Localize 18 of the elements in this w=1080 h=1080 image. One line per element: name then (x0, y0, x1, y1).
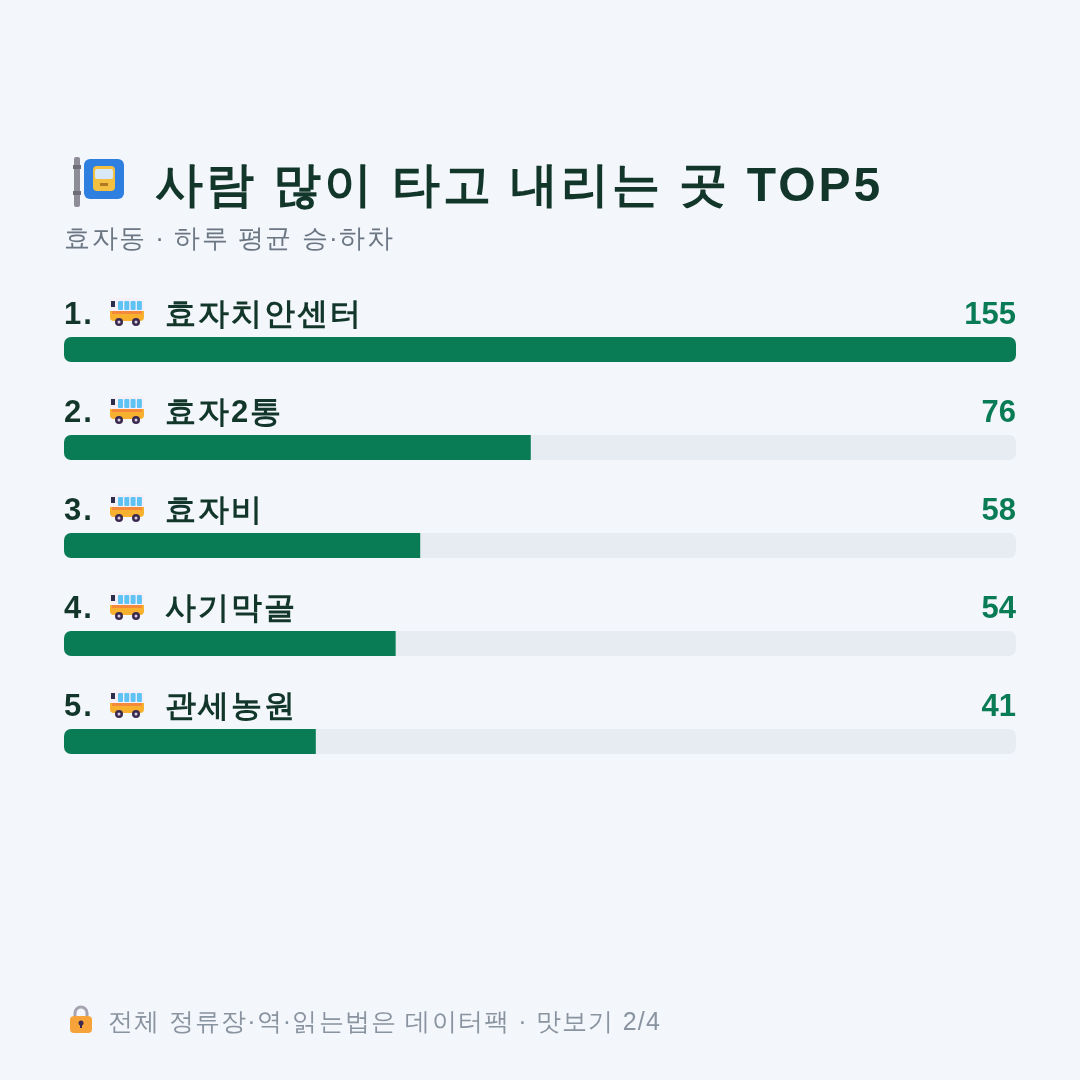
value-label: 58 (981, 492, 1016, 527)
category-label: 3. (64, 492, 94, 527)
value-label: 41 (981, 688, 1016, 723)
category-label: 2. (64, 394, 94, 429)
title: 사람 많이 타고 내리는 곳 TOP5 (155, 158, 884, 211)
annotation: 전체 정류장·역·읽는법은 데이터팩 · 맛보기 2/4 (108, 1007, 662, 1035)
subtitle: 효자동 · 하루 평균 승·하차 (64, 223, 395, 253)
value-label: 76 (981, 394, 1016, 429)
category-label: 관세농원 (165, 688, 297, 723)
category-label: 5. (64, 688, 94, 723)
value-label: 54 (981, 590, 1016, 625)
category-label: 사기막골 (165, 590, 297, 625)
category-label: 효자치안센터 (165, 296, 363, 331)
category-label: 4. (64, 590, 94, 625)
value-label: 155 (964, 296, 1016, 331)
category-label: 효자2통 (165, 394, 284, 429)
category-label: 1. (64, 296, 94, 331)
category-label: 효자비 (165, 492, 264, 527)
